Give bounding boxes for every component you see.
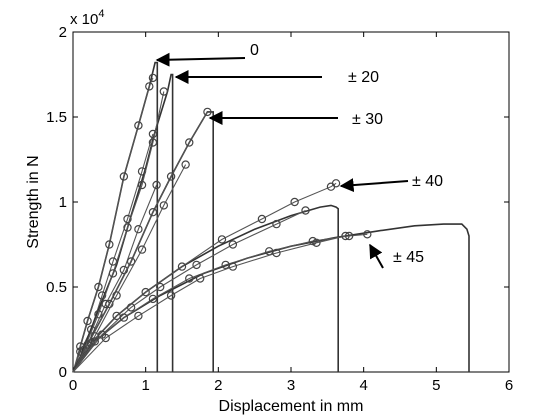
data-point xyxy=(126,303,136,312)
data-point xyxy=(105,240,114,249)
annotation-label: ± 40 xyxy=(412,173,443,190)
data-point xyxy=(105,299,114,309)
annotation-arrow xyxy=(369,243,384,269)
data-point xyxy=(344,231,354,241)
specimen-curve xyxy=(72,77,154,373)
data-point xyxy=(228,262,238,271)
series-3 xyxy=(72,179,341,373)
data-point xyxy=(123,223,132,232)
exponent-base: x 10 xyxy=(70,11,98,28)
data-point xyxy=(181,160,190,169)
x-tick-label: 6 xyxy=(505,377,513,394)
data-point xyxy=(119,313,129,322)
data-point xyxy=(290,197,299,207)
data-point xyxy=(217,235,227,244)
data-point xyxy=(134,121,143,130)
data-point xyxy=(141,287,150,297)
specimen-curve xyxy=(72,235,346,373)
data-point xyxy=(192,260,201,270)
data-point xyxy=(195,274,205,283)
data-point xyxy=(137,180,147,190)
data-point xyxy=(145,82,154,91)
x-tick-label: 4 xyxy=(359,377,367,394)
x-tick-label: 0 xyxy=(69,377,77,394)
data-point xyxy=(312,238,321,247)
x-tick-label: 2 xyxy=(214,377,222,394)
data-point xyxy=(126,257,136,266)
data-point xyxy=(101,333,110,343)
data-point xyxy=(137,245,147,254)
data-point xyxy=(134,311,143,321)
annotation-arrow xyxy=(155,52,246,67)
data-point xyxy=(166,172,176,181)
data-point xyxy=(185,138,194,147)
annotation-label: ± 30 xyxy=(352,111,383,128)
data-point xyxy=(177,262,187,271)
x-tick-label: 1 xyxy=(141,377,149,394)
series-4 xyxy=(72,223,470,373)
data-point xyxy=(94,282,103,292)
data-point xyxy=(228,240,238,249)
data-point xyxy=(148,207,158,217)
specimen-curve xyxy=(72,233,368,373)
y-tick-label: 0.5 xyxy=(46,279,67,296)
axis-ticks: 0 1 2 3 4 5 6 0 0.5 1 1.5 2 xyxy=(46,24,513,394)
data-point xyxy=(134,224,143,234)
data-point xyxy=(155,282,165,292)
x-tick-label: 3 xyxy=(287,377,295,394)
data-point xyxy=(148,138,158,147)
annotations-group: 0 ± 20 ± 30 ± 40 ± 45 xyxy=(155,42,443,269)
data-point xyxy=(83,316,92,326)
specimen-curve xyxy=(72,210,306,373)
data-point xyxy=(90,337,100,346)
annotation-label: ± 20 xyxy=(348,69,379,86)
annotation-arrow xyxy=(339,178,409,193)
data-point xyxy=(185,274,194,283)
specimen-curve xyxy=(72,182,337,373)
data-point xyxy=(112,291,121,300)
data-point xyxy=(159,201,169,210)
exponent-label: x 104 xyxy=(70,8,104,28)
y-tick-label: 1.5 xyxy=(46,109,67,126)
data-point xyxy=(123,214,132,224)
data-point xyxy=(148,73,158,83)
exponent-power: 4 xyxy=(98,8,104,20)
data-point xyxy=(152,180,161,190)
y-tick-label: 2 xyxy=(59,24,67,41)
y-tick-label: 1 xyxy=(59,194,67,211)
data-point xyxy=(363,230,372,239)
annotation-label: 0 xyxy=(250,42,259,59)
data-point xyxy=(341,231,350,241)
data-point xyxy=(148,294,158,304)
data-point xyxy=(94,310,103,319)
data-point xyxy=(159,87,169,96)
data-point xyxy=(119,172,129,181)
data-point xyxy=(272,219,281,229)
data-point xyxy=(257,214,267,224)
data-point xyxy=(272,248,281,258)
x-tick-label: 5 xyxy=(432,377,440,394)
annotation-label: ± 45 xyxy=(393,249,424,266)
data-point xyxy=(301,206,310,215)
data-point xyxy=(166,291,176,300)
y-tick-label: 0 xyxy=(59,364,67,381)
y-axis-label: Strength in N xyxy=(25,155,42,248)
data-point xyxy=(108,269,118,278)
specimen-curve xyxy=(72,91,165,373)
x-axis-label: Displacement in mm xyxy=(219,398,364,415)
series-0 xyxy=(72,61,159,373)
